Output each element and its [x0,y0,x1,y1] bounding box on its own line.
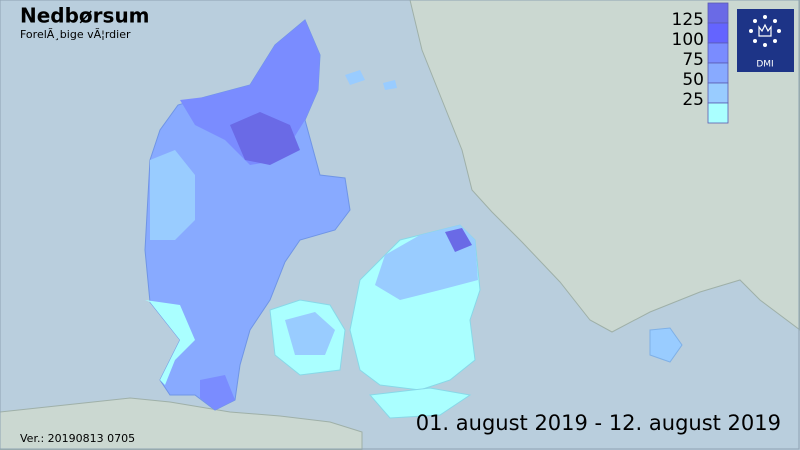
logo-label: DMI [756,60,773,70]
legend-swatch [707,102,729,124]
map-subtitle: ForelÃ¸bige vÃ¦rdier [20,28,131,41]
legend-swatch [707,2,729,24]
north-jutland-peak [230,112,300,165]
southwest-jutland-lowest [145,300,195,385]
period: 01. august 2019 - 12. august 2019 [416,411,781,435]
dmi-logo [737,9,794,72]
version: Ver.: 20190813 0705 [20,432,135,445]
funen-center [285,312,335,355]
legend-label: 25 [682,90,704,110]
lolland-falster [369,387,472,419]
legend-label: 125 [672,10,704,30]
west-jutland-low [150,150,195,240]
logo-crown [758,23,772,37]
legend-swatch [707,22,729,44]
laeso [345,70,365,85]
legend-label: 75 [682,50,704,70]
germany [0,397,363,450]
legend-label: 50 [682,70,704,90]
legend-swatch [707,82,729,104]
north-zealand-peak [445,228,472,252]
legend-label: 100 [672,30,704,50]
legend-swatch [707,62,729,84]
map-title: Nedbørsum [20,4,150,28]
legend-swatch [707,42,729,64]
anholt [383,80,397,90]
bornholm [649,327,683,363]
sweden [409,0,800,333]
logo-stars [749,15,781,47]
south-jutland-high [200,375,235,410]
